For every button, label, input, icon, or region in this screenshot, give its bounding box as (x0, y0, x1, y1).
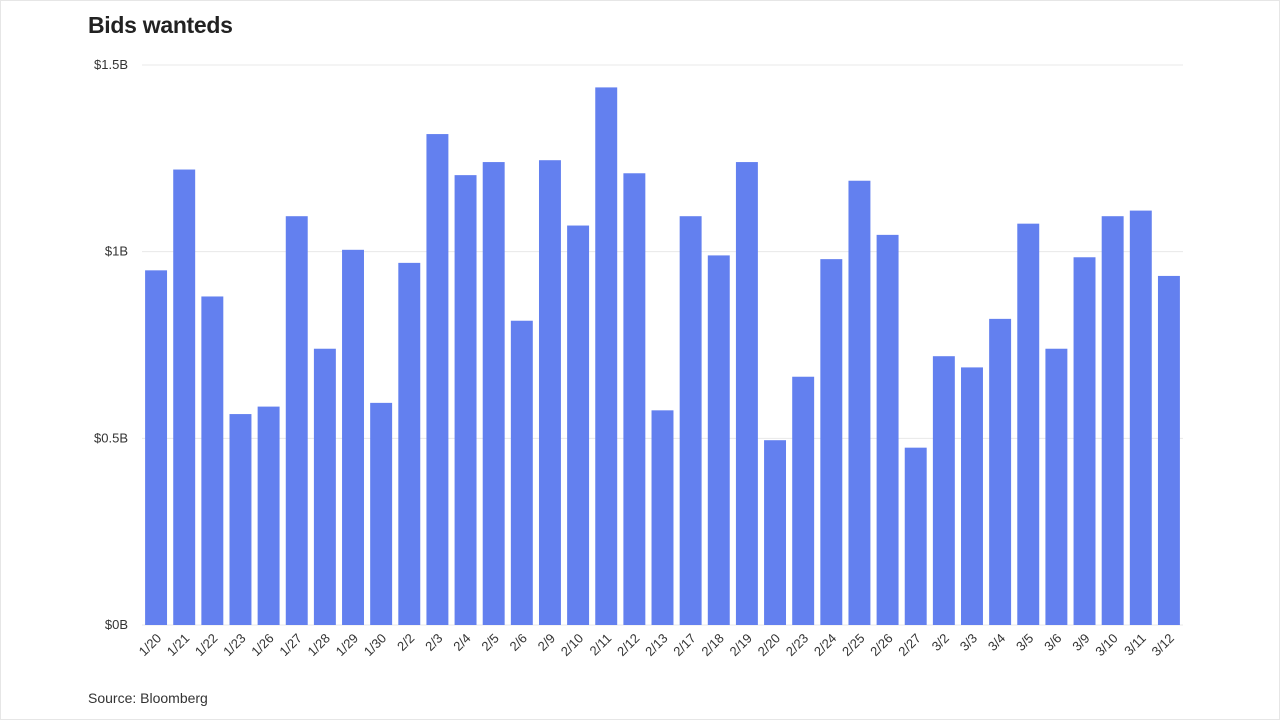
bar (229, 414, 252, 625)
bar (482, 162, 505, 626)
x-tick-label: 1/20 (136, 631, 165, 660)
bars (145, 87, 1180, 626)
x-tick-label: 3/5 (1013, 631, 1036, 654)
bar (792, 376, 815, 625)
bar (764, 440, 787, 625)
x-tick-label: 2/12 (614, 631, 643, 660)
x-tick-label: 2/25 (839, 631, 868, 660)
bar (285, 216, 308, 625)
bar (257, 406, 280, 625)
x-tick-label: 2/11 (587, 631, 615, 659)
y-tick-label: $0B (105, 617, 128, 632)
x-tick-label: 2/4 (450, 631, 473, 654)
x-tick-label: 2/17 (670, 631, 699, 660)
bar (342, 249, 364, 626)
x-tick-label: 2/3 (422, 631, 445, 654)
x-tick-label: 2/2 (394, 631, 417, 654)
bar (961, 367, 983, 625)
bar (876, 234, 899, 625)
bar (538, 160, 561, 625)
x-tick-label: 2/9 (535, 631, 558, 654)
bar (145, 270, 168, 625)
bar (1045, 348, 1068, 625)
x-tick-label: 2/24 (811, 631, 840, 660)
chart-title: Bids wanteds (88, 12, 233, 38)
source-note: Source: Bloomberg (88, 690, 208, 706)
x-tick-label: 3/6 (1041, 631, 1064, 654)
bar (820, 259, 843, 625)
x-tick-label: 1/22 (192, 631, 221, 660)
x-tick-label: 3/10 (1092, 631, 1121, 660)
bar (398, 262, 421, 625)
x-tick-label: 1/30 (361, 631, 390, 660)
bar (651, 410, 674, 625)
x-tick-label: 1/29 (333, 631, 362, 660)
x-tick-label: 2/26 (867, 631, 896, 660)
y-tick-label: $1.5B (94, 57, 128, 72)
bar (932, 356, 955, 625)
bar (1129, 210, 1152, 625)
x-tick-label: 3/3 (957, 631, 980, 654)
bar (989, 318, 1012, 625)
x-axis-labels: 1/20 1/21 1/22 1/23 1/26 1/27 1/28 1/29 1/30 2/2 2… (136, 631, 1177, 660)
bar (173, 169, 196, 626)
x-tick-label: 1/23 (220, 631, 249, 660)
bar (904, 447, 927, 625)
bar (454, 175, 477, 625)
x-tick-label: 2/20 (755, 631, 784, 660)
bar (567, 225, 590, 626)
x-tick-label: 2/13 (642, 631, 671, 660)
y-tick-label: $1B (105, 244, 128, 259)
bar (1101, 216, 1124, 625)
x-tick-label: 2/19 (727, 631, 756, 660)
bar (595, 87, 618, 625)
x-tick-label: 2/6 (507, 631, 530, 654)
x-tick-label: 3/4 (985, 631, 1008, 654)
x-tick-label: 3/12 (1149, 631, 1178, 660)
y-tick-label: $0.5B (94, 430, 128, 445)
bar (370, 402, 393, 625)
bar (510, 320, 533, 625)
bar (735, 162, 758, 626)
bar (201, 296, 224, 625)
bar (1073, 257, 1096, 625)
x-tick-label: 1/26 (248, 631, 277, 660)
bar (707, 255, 730, 625)
x-tick-label: 3/11 (1121, 631, 1149, 659)
bar (848, 180, 871, 625)
x-tick-label: 2/18 (698, 631, 727, 660)
x-tick-label: 1/21 (164, 631, 193, 660)
x-tick-label: 2/10 (558, 631, 587, 660)
x-tick-label: 3/2 (929, 631, 952, 654)
bar (679, 216, 702, 625)
bar (426, 134, 449, 626)
bar (623, 173, 646, 625)
x-tick-label: 1/28 (304, 631, 333, 660)
x-tick-label: 2/27 (895, 631, 924, 660)
x-tick-label: 3/9 (1069, 631, 1092, 654)
x-tick-label: 1/27 (276, 631, 305, 660)
x-tick-label: 2/5 (478, 631, 501, 654)
y-axis-labels: $0B $0.5B $1B $1.5B (94, 57, 128, 632)
x-tick-label: 2/23 (783, 631, 812, 660)
bar (313, 348, 336, 625)
bar (1157, 275, 1180, 625)
bar (1017, 223, 1040, 625)
